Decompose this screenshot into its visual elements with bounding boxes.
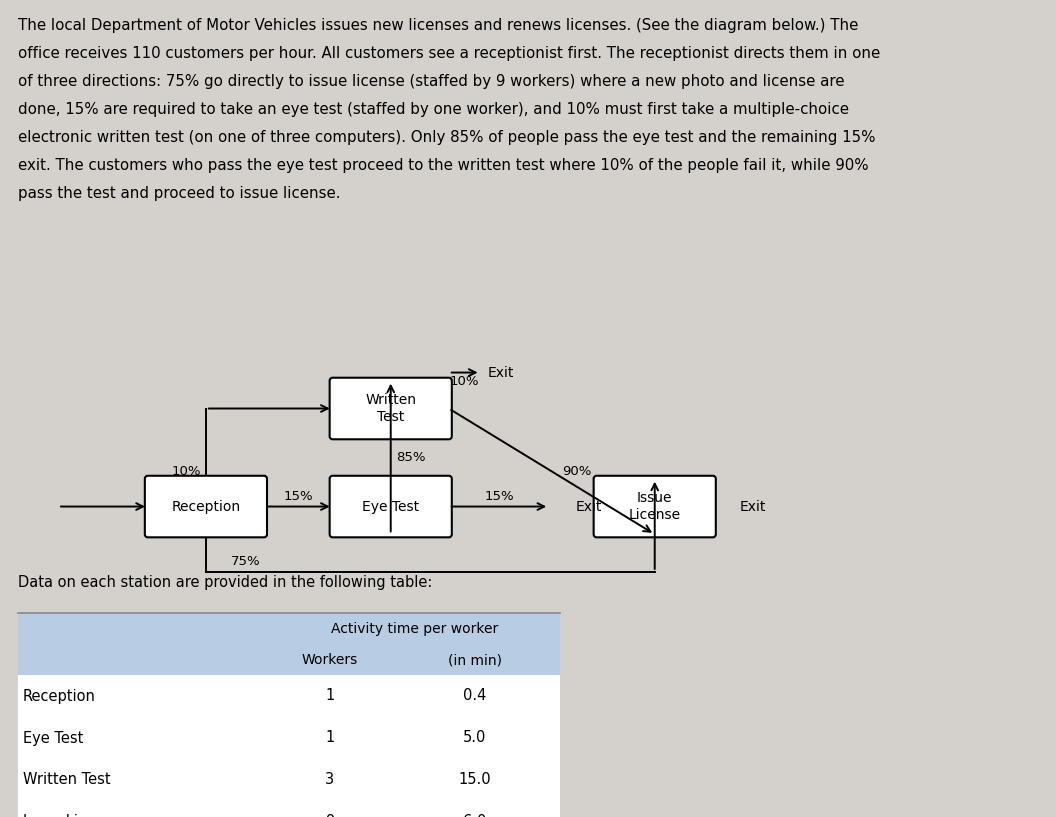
Text: Written Test: Written Test — [23, 773, 111, 788]
Text: 90%: 90% — [562, 465, 591, 478]
Bar — [18, 675, 560, 717]
Text: 1: 1 — [325, 730, 335, 745]
Text: Workers: Workers — [302, 653, 358, 667]
Text: The local Department of Motor Vehicles issues new licenses and renews licenses. : The local Department of Motor Vehicles i… — [18, 18, 859, 33]
Bar — [270, 613, 560, 675]
Text: 85%: 85% — [396, 451, 426, 464]
Text: 10%: 10% — [171, 465, 201, 478]
Text: 5.0: 5.0 — [464, 730, 487, 745]
Text: 10%: 10% — [450, 374, 479, 387]
Text: electronic written test (on one of three computers). Only 85% of people pass the: electronic written test (on one of three… — [18, 130, 875, 145]
Text: Exit: Exit — [739, 499, 766, 514]
Text: 15%: 15% — [484, 489, 514, 502]
Text: 15.0: 15.0 — [458, 773, 491, 788]
FancyBboxPatch shape — [329, 377, 452, 440]
Text: Issue License: Issue License — [23, 815, 121, 817]
Text: pass the test and proceed to issue license.: pass the test and proceed to issue licen… — [18, 186, 340, 201]
Text: 75%: 75% — [231, 555, 261, 568]
Text: 3: 3 — [325, 773, 335, 788]
Text: Eye Test: Eye Test — [362, 499, 419, 514]
Text: 9: 9 — [325, 815, 335, 817]
Text: 6.0: 6.0 — [464, 815, 487, 817]
Text: Reception: Reception — [23, 689, 96, 703]
FancyBboxPatch shape — [145, 475, 267, 538]
Text: 1: 1 — [325, 689, 335, 703]
Text: Exit: Exit — [488, 365, 514, 380]
Text: Activity time per worker: Activity time per worker — [332, 622, 498, 636]
Text: office receives 110 customers per hour. All customers see a receptionist first. : office receives 110 customers per hour. … — [18, 46, 881, 61]
Text: (in min): (in min) — [448, 653, 502, 667]
Text: 15%: 15% — [283, 489, 314, 502]
FancyBboxPatch shape — [593, 475, 716, 538]
Text: 0.4: 0.4 — [464, 689, 487, 703]
Text: Written
Test: Written Test — [365, 393, 416, 424]
Bar — [18, 801, 560, 817]
Text: Issue
License: Issue License — [628, 491, 681, 522]
Text: of three directions: 75% go directly to issue license (staffed by 9 workers) whe: of three directions: 75% go directly to … — [18, 74, 845, 89]
FancyBboxPatch shape — [329, 475, 452, 538]
Text: exit. The customers who pass the eye test proceed to the written test where 10% : exit. The customers who pass the eye tes… — [18, 158, 869, 173]
Bar — [18, 717, 560, 759]
Text: Eye Test: Eye Test — [23, 730, 83, 745]
Bar — [18, 759, 560, 801]
Text: Data on each station are provided in the following table:: Data on each station are provided in the… — [18, 575, 432, 590]
Text: Reception: Reception — [171, 499, 241, 514]
Text: Exit: Exit — [576, 499, 602, 514]
Bar — [18, 613, 270, 675]
Text: done, 15% are required to take an eye test (staffed by one worker), and 10% must: done, 15% are required to take an eye te… — [18, 102, 849, 117]
